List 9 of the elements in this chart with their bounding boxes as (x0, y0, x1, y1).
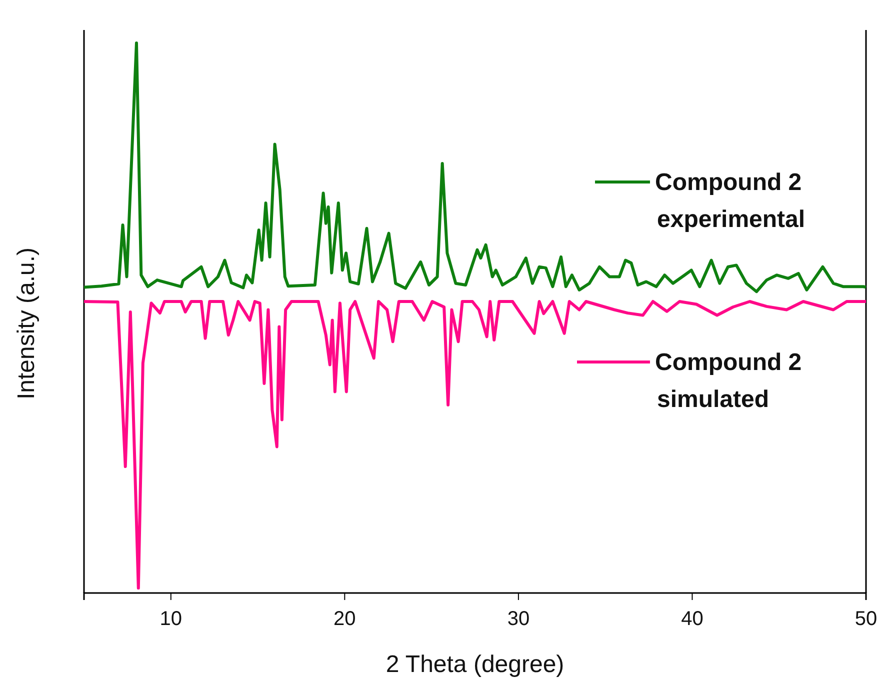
x-tick-label: 30 (507, 608, 530, 630)
legend-label: Compound 2 experimental (655, 169, 806, 233)
y-axis-title: Intensity (a.u.) (13, 247, 40, 400)
x-axis-title: 2 Theta (degree) (386, 651, 564, 678)
x-tick-label: 40 (681, 608, 704, 630)
legend-label: Compound 2 simulated (655, 349, 802, 413)
x-tick-label: 10 (160, 608, 182, 630)
x-tick-label: 20 (334, 608, 356, 630)
x-tick-label: 50 (854, 608, 878, 630)
